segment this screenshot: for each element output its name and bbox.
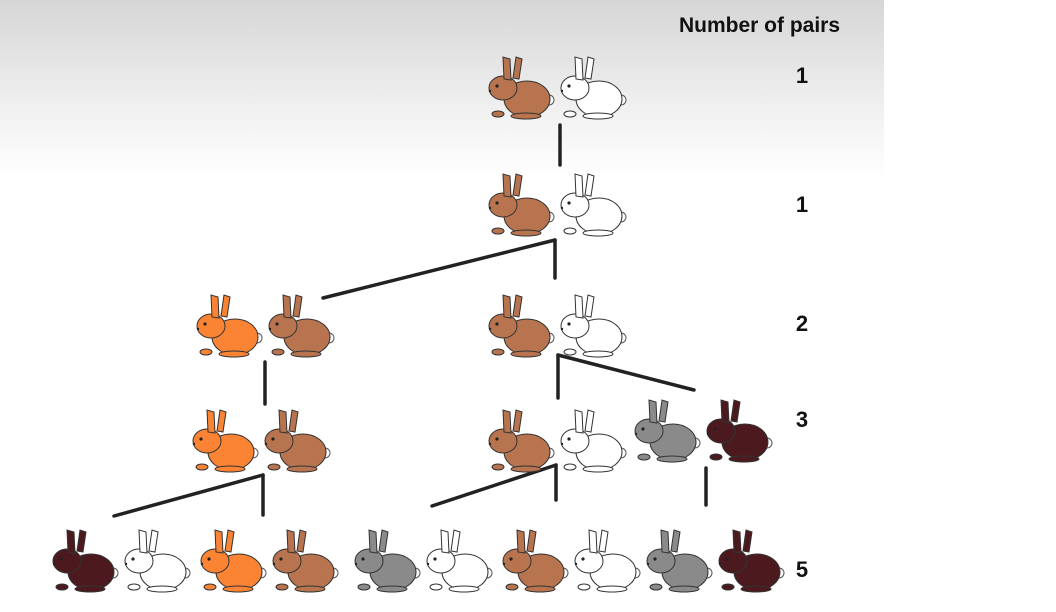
rabbit-dark-icon <box>53 530 118 592</box>
rabbit-gray-icon <box>635 400 700 462</box>
rabbit-brown-icon <box>489 174 554 236</box>
rabbit-brown-icon <box>503 530 568 592</box>
rabbit-white-icon <box>125 530 190 592</box>
lineage-line <box>558 355 694 390</box>
pair-count-generation-4: 3 <box>787 407 817 433</box>
rabbit-white-icon <box>427 530 492 592</box>
pair-count-generation-1: 1 <box>787 63 817 89</box>
pair-count-generation-3: 2 <box>787 311 817 337</box>
rabbit-orange-icon <box>197 295 262 357</box>
pair-count-generation-5: 5 <box>787 557 817 583</box>
rabbit-gray-icon <box>647 530 712 592</box>
rabbit-brown-icon <box>489 295 554 357</box>
rabbit-white-icon <box>575 530 640 592</box>
rabbit-white-icon <box>561 295 626 357</box>
rabbit-family-tree: .fill { fill: inherit; } <box>0 0 884 612</box>
rabbit-brown-icon <box>489 57 554 119</box>
rabbit-pairs <box>53 57 784 592</box>
rabbit-dark-icon <box>707 400 772 462</box>
lineage-line <box>114 475 263 516</box>
rabbit-dark-icon <box>719 530 784 592</box>
rabbit-brown-icon <box>269 295 334 357</box>
rabbit-white-icon <box>561 174 626 236</box>
rabbit-white-icon <box>561 57 626 119</box>
rabbit-brown-icon <box>489 410 554 472</box>
rabbit-orange-icon <box>201 530 266 592</box>
number-of-pairs-heading: Number of pairs <box>679 14 879 38</box>
rabbit-brown-icon <box>265 410 330 472</box>
rabbit-white-icon <box>561 410 626 472</box>
rabbit-brown-icon <box>273 530 338 592</box>
rabbit-gray-icon <box>355 530 420 592</box>
lineage-line <box>323 240 555 298</box>
diagram-canvas: .fill { fill: inherit; } Number of pairs… <box>0 0 884 612</box>
pair-count-generation-2: 1 <box>787 192 817 218</box>
rabbit-orange-icon <box>193 410 258 472</box>
